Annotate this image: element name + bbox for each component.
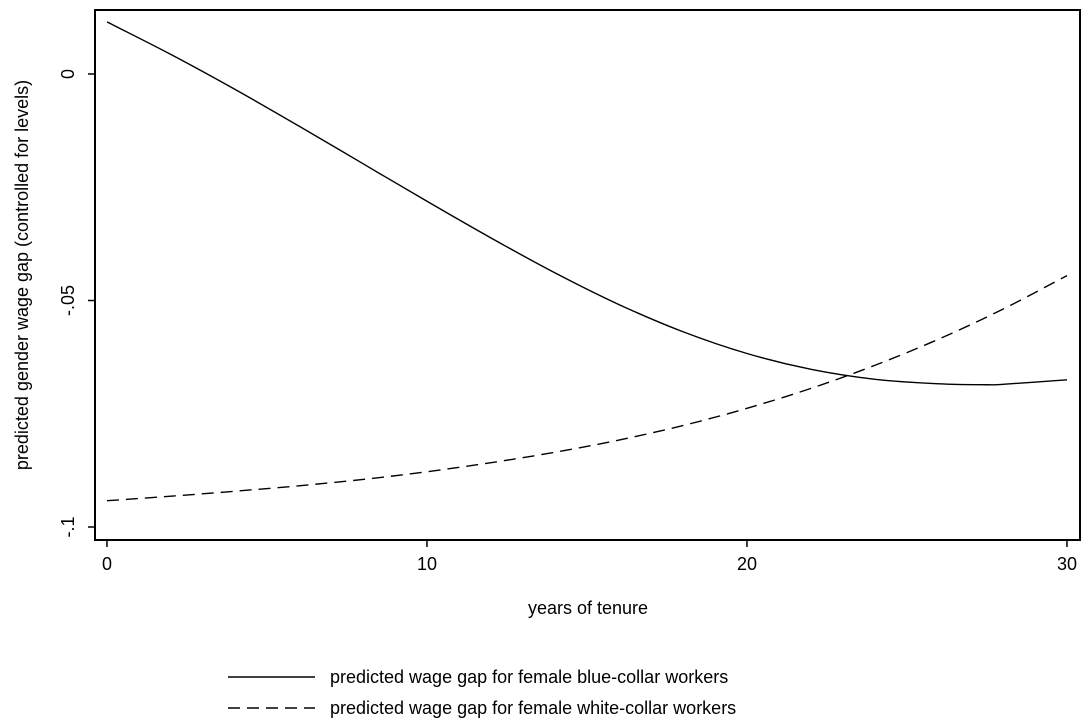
y-axis-label: predicted gender wage gap (controlled fo… [12, 80, 32, 470]
series-line-blue-collar [106, 21, 1068, 386]
y-tick-label: -.1 [58, 516, 78, 537]
x-tick-label: 30 [1057, 554, 1077, 574]
legend-label: predicted wage gap for female white-coll… [330, 698, 736, 718]
plot-frame [94, 9, 1081, 541]
legend: predicted wage gap for female blue-colla… [228, 667, 736, 718]
x-tick-label: 0 [102, 554, 112, 574]
x-axis-label: years of tenure [528, 598, 648, 618]
x-tick-label: 10 [417, 554, 437, 574]
axis-ticks: 0 10 20 30 0 -.05 -.1 [58, 69, 1077, 574]
legend-label: predicted wage gap for female blue-colla… [330, 667, 728, 687]
y-tick-label: -.05 [58, 285, 78, 316]
series-line-white-collar [106, 274, 1068, 502]
x-tick-label: 20 [737, 554, 757, 574]
y-tick-label: 0 [58, 69, 78, 79]
series-lines [106, 21, 1068, 502]
